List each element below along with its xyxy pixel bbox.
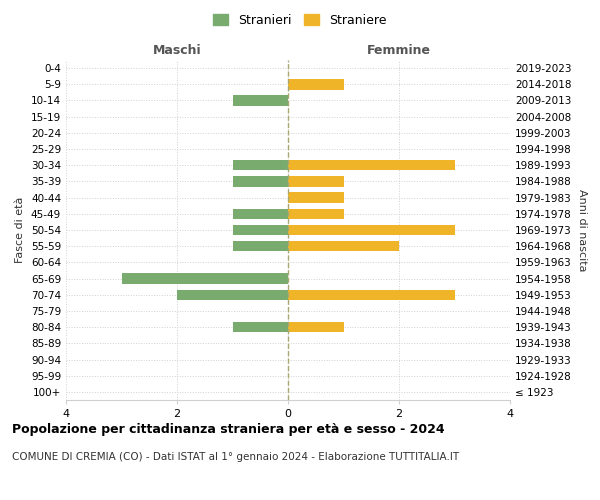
Bar: [233, 241, 288, 252]
Bar: [233, 160, 288, 170]
Bar: [233, 322, 288, 332]
Bar: [288, 241, 399, 252]
Bar: [233, 224, 288, 235]
Y-axis label: Anni di nascita: Anni di nascita: [577, 188, 587, 271]
Text: COMUNE DI CREMIA (CO) - Dati ISTAT al 1° gennaio 2024 - Elaborazione TUTTITALIA.: COMUNE DI CREMIA (CO) - Dati ISTAT al 1°…: [12, 452, 459, 462]
Text: Femmine: Femmine: [367, 44, 431, 57]
Bar: [288, 322, 343, 332]
Bar: [288, 160, 455, 170]
Bar: [233, 95, 288, 106]
Bar: [288, 224, 455, 235]
Bar: [288, 208, 343, 219]
Y-axis label: Fasce di età: Fasce di età: [16, 197, 25, 263]
Bar: [177, 290, 288, 300]
Bar: [288, 79, 343, 90]
Bar: [288, 176, 343, 186]
Bar: [233, 208, 288, 219]
Text: Maschi: Maschi: [152, 44, 202, 57]
Bar: [121, 274, 288, 284]
Legend: Stranieri, Straniere: Stranieri, Straniere: [208, 8, 392, 32]
Text: Popolazione per cittadinanza straniera per età e sesso - 2024: Popolazione per cittadinanza straniera p…: [12, 422, 445, 436]
Bar: [288, 192, 343, 203]
Bar: [288, 290, 455, 300]
Bar: [233, 176, 288, 186]
